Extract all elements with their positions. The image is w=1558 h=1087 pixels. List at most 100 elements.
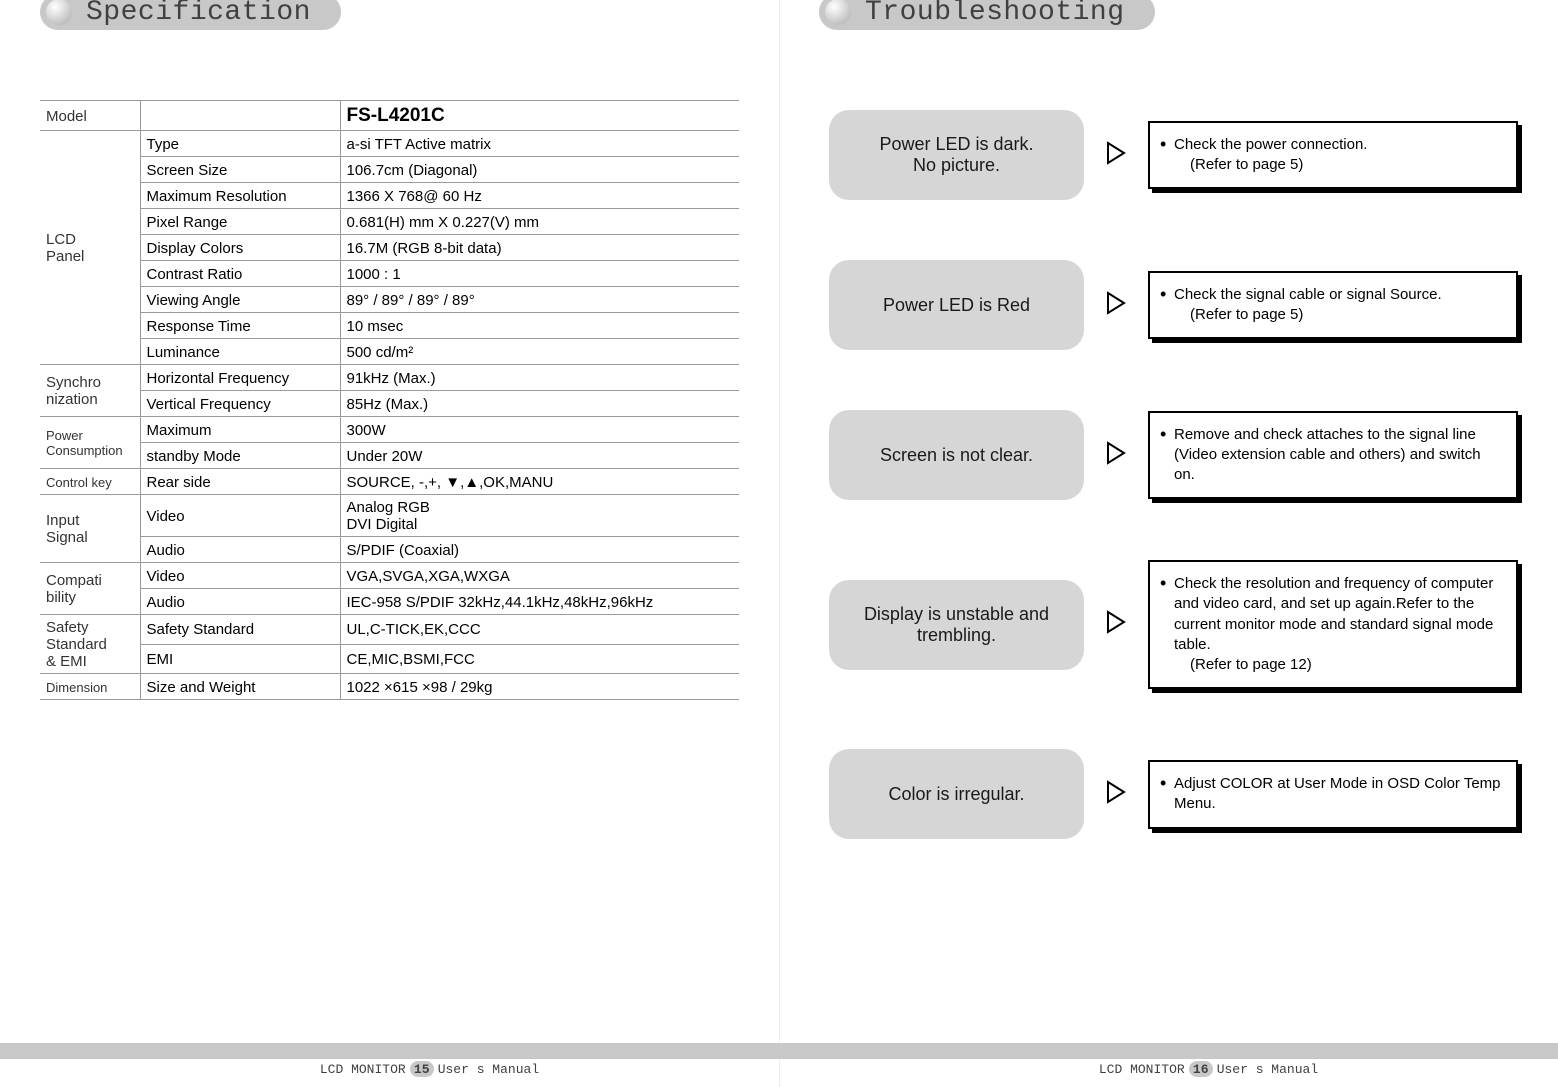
troubleshooting-row: Power LED is Red •Check the signal cable …: [829, 260, 1518, 350]
spec-label: standby Mode: [140, 443, 340, 469]
spec-label: Contrast Ratio: [140, 261, 340, 287]
solution-box: •Check the signal cable or signal Source…: [1148, 271, 1518, 340]
spec-value: 1366 X 768@ 60 Hz: [340, 183, 739, 209]
troubleshooting-list: Power LED is dark.No picture. •Check the …: [819, 110, 1518, 839]
empty-cell: [140, 101, 340, 131]
spec-label: Response Time: [140, 313, 340, 339]
troubleshoot-header-pill: Troubleshooting: [819, 0, 1155, 30]
spec-value: 10 msec: [340, 313, 739, 339]
spec-value: 500 cd/m²: [340, 339, 739, 365]
model-label: Model: [40, 101, 140, 131]
spec-label: Safety Standard: [140, 615, 340, 645]
footer-bar-right: [779, 1043, 1558, 1059]
bullet-icon: •: [1160, 135, 1166, 153]
spec-value: SOURCE, -,+, ▼,▲,OK,MANU: [340, 469, 739, 495]
spec-label: Video: [140, 495, 340, 537]
bullet-icon: •: [1160, 774, 1166, 792]
problem-panel: Color is irregular.: [829, 749, 1084, 839]
header-orb-icon: [825, 0, 851, 25]
solution-ref: (Refer to page 5): [1174, 305, 1504, 325]
category-cell: Control key: [40, 469, 140, 495]
spec-label: Horizontal Frequency: [140, 365, 340, 391]
spec-value: 106.7cm (Diagonal): [340, 157, 739, 183]
arrow-right-icon: [1106, 141, 1126, 170]
category-cell: InputSignal: [40, 495, 140, 563]
spec-value: 1000 : 1: [340, 261, 739, 287]
arrow-right-icon: [1106, 610, 1126, 639]
spec-value: IEC-958 S/PDIF 32kHz,44.1kHz,48kHz,96kHz: [340, 589, 739, 615]
specification-table: Model FS-L4201C LCDPanelTypea-si TFT Activ…: [40, 100, 739, 700]
problem-panel: Power LED is Red: [829, 260, 1084, 350]
right-page: Troubleshooting Power LED is dark.No pic…: [779, 0, 1558, 1087]
page-spread: Specification Model FS-L4201C LCDPanelType…: [0, 0, 1558, 1087]
spec-value: Analog RGBDVI Digital: [340, 495, 739, 537]
spec-label: Maximum: [140, 417, 340, 443]
bullet-icon: •: [1160, 285, 1166, 303]
arrow-right-icon: [1106, 780, 1126, 809]
spec-label: Display Colors: [140, 235, 340, 261]
spec-value: 0.681(H) mm X 0.227(V) mm: [340, 209, 739, 235]
spec-label: Luminance: [140, 339, 340, 365]
troubleshooting-row: Display is unstable andtrembling. •Check …: [829, 560, 1518, 689]
problem-panel: Screen is not clear.: [829, 410, 1084, 500]
spec-label: Screen Size: [140, 157, 340, 183]
spec-label: Audio: [140, 537, 340, 563]
spec-label: Size and Weight: [140, 674, 340, 700]
spec-label: Audio: [140, 589, 340, 615]
problem-panel: Power LED is dark.No picture.: [829, 110, 1084, 200]
spec-value: 1022 ×615 ×98 / 29kg: [340, 674, 739, 700]
solution-item: •Remove and check attaches to the signal…: [1158, 425, 1504, 486]
footer-prefix: LCD MONITOR: [320, 1062, 406, 1077]
footer-text-right: LCD MONITOR 16 User s Manual: [819, 1061, 1558, 1077]
solution-item: •Check the power connection.(Refer to pa…: [1158, 135, 1504, 176]
spec-heading-text: Specification: [86, 0, 311, 28]
solution-box: •Check the resolution and frequency of c…: [1148, 560, 1518, 689]
spec-label: EMI: [140, 644, 340, 674]
spec-value: UL,C-TICK,EK,CCC: [340, 615, 739, 645]
spec-label: Rear side: [140, 469, 340, 495]
bullet-icon: •: [1160, 574, 1166, 592]
footer-text-left: LCD MONITOR 15 User s Manual: [40, 1061, 819, 1077]
footer-suffix: User s Manual: [438, 1062, 539, 1077]
category-cell: Synchronization: [40, 365, 140, 417]
troubleshooting-row: Power LED is dark.No picture. •Check the …: [829, 110, 1518, 200]
solution-item: •Adjust COLOR at User Mode in OSD Color …: [1158, 774, 1504, 815]
solution-item: •Check the signal cable or signal Source…: [1158, 285, 1504, 326]
troubleshoot-heading-text: Troubleshooting: [865, 0, 1125, 28]
spec-value: a-si TFT Active matrix: [340, 131, 739, 157]
footer-prefix: LCD MONITOR: [1099, 1062, 1185, 1077]
footer-page-number: 15: [410, 1061, 434, 1077]
spec-value: CE,MIC,BSMI,FCC: [340, 644, 739, 674]
troubleshooting-row: Color is irregular. •Adjust COLOR at User…: [829, 749, 1518, 839]
category-cell: PowerConsumption: [40, 417, 140, 469]
spec-header-pill: Specification: [40, 0, 341, 30]
spec-label: Maximum Resolution: [140, 183, 340, 209]
spec-value: 16.7M (RGB 8-bit data): [340, 235, 739, 261]
spec-label: Pixel Range: [140, 209, 340, 235]
troubleshooting-row: Screen is not clear. •Remove and check at…: [829, 410, 1518, 500]
category-cell: Compatibility: [40, 563, 140, 615]
model-value: FS-L4201C: [340, 101, 739, 131]
spec-value: Under 20W: [340, 443, 739, 469]
troubleshoot-header: Troubleshooting: [819, 0, 1518, 30]
spec-label: Viewing Angle: [140, 287, 340, 313]
footer-suffix: User s Manual: [1217, 1062, 1318, 1077]
spec-value: S/PDIF (Coaxial): [340, 537, 739, 563]
category-cell: LCDPanel: [40, 131, 140, 365]
solution-box: •Check the power connection.(Refer to pa…: [1148, 121, 1518, 190]
category-cell: Dimension: [40, 674, 140, 700]
arrow-right-icon: [1106, 291, 1126, 320]
solution-item: •Check the resolution and frequency of c…: [1158, 574, 1504, 675]
category-cell: SafetyStandard& EMI: [40, 615, 140, 674]
arrow-right-icon: [1106, 441, 1126, 470]
spec-value: 85Hz (Max.): [340, 391, 739, 417]
spec-value: 89° / 89° / 89° / 89°: [340, 287, 739, 313]
problem-panel: Display is unstable andtrembling.: [829, 580, 1084, 670]
footer-bar-left: [0, 1043, 779, 1059]
solution-box: •Adjust COLOR at User Mode in OSD Color …: [1148, 760, 1518, 829]
header-orb-icon: [46, 0, 72, 25]
footer-page-number: 16: [1189, 1061, 1213, 1077]
spec-label: Type: [140, 131, 340, 157]
spec-label: Vertical Frequency: [140, 391, 340, 417]
spec-value: VGA,SVGA,XGA,WXGA: [340, 563, 739, 589]
